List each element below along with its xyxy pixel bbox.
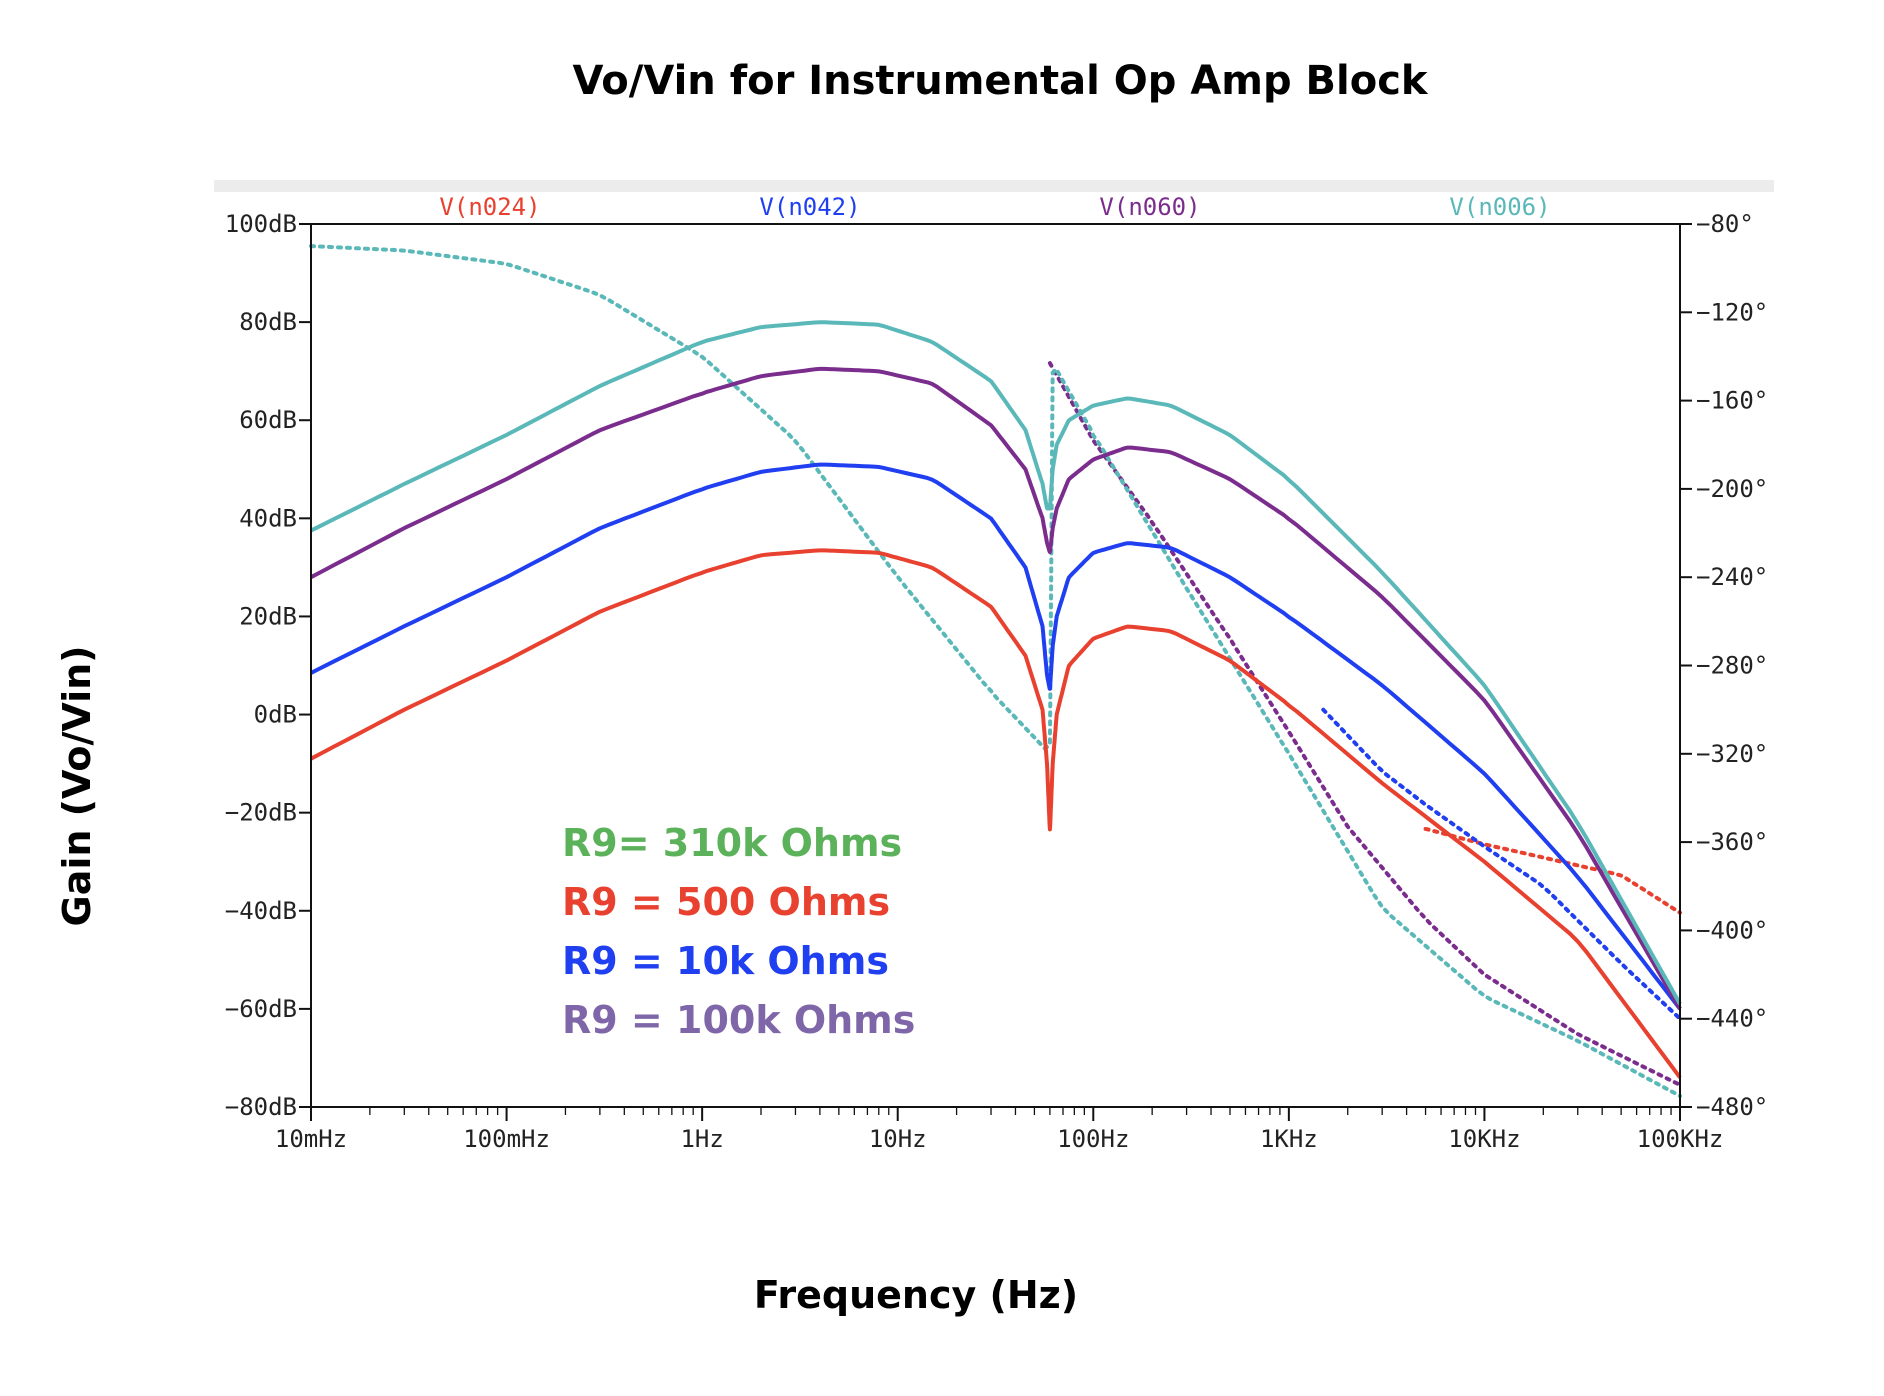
trace-label-vn006: V(n006)	[1449, 193, 1550, 221]
x-tick-label: 100mHz	[463, 1125, 550, 1153]
y-tick-label: 40dB	[239, 504, 297, 532]
x-tick-label: 100KHz	[1637, 1125, 1724, 1153]
magnitude-trace-vn042	[310, 462, 1682, 1011]
phase-traces	[309, 244, 1682, 1098]
y2-tick-label: −120°	[1696, 298, 1768, 326]
y2-tick-label: −280°	[1696, 652, 1768, 680]
y2-tick-label: −360°	[1696, 828, 1768, 856]
y-tick-label: −40dB	[225, 897, 297, 925]
phase-trace-vn024	[1423, 826, 1682, 915]
y2-tick-label: −240°	[1696, 563, 1768, 591]
tick-marks	[299, 223, 1692, 1121]
x-tick-label: 1Hz	[680, 1125, 723, 1153]
y2-tick-label: −400°	[1696, 916, 1768, 944]
annotation-legend: R9= 310k Ohms R9 = 500 Ohms R9 = 10k Ohm…	[562, 821, 915, 1042]
magnitude-trace-vn006	[310, 320, 1682, 1005]
y-tick-label: −80dB	[225, 1093, 297, 1121]
phase-trace-vn042	[1321, 707, 1682, 1021]
annotation-r9-500: R9 = 500 Ohms	[562, 880, 890, 924]
phase-trace-vn006	[309, 244, 1682, 1098]
y-tick-label: −60dB	[225, 995, 297, 1023]
y2-tick-label: −200°	[1696, 475, 1768, 503]
trace-label-vn024: V(n024)	[439, 193, 540, 221]
x-tick-label: 10mHz	[275, 1125, 347, 1153]
y-tick-label: 100dB	[225, 210, 297, 238]
y-tick-label: 60dB	[239, 406, 297, 434]
x-tick-label: 10KHz	[1448, 1125, 1520, 1153]
x-tick-label: 100Hz	[1057, 1125, 1129, 1153]
trace-label-vn042: V(n042)	[759, 193, 860, 221]
x-axis-title: Frequency (Hz)	[754, 1273, 1078, 1317]
y-tick-label: 80dB	[239, 308, 297, 336]
magnitude-traces	[310, 320, 1682, 1079]
magnitude-trace-vn060	[310, 366, 1682, 1010]
x-tick-label: 10Hz	[869, 1125, 927, 1153]
trace-labels: V(n024) V(n042) V(n060) V(n006)	[439, 193, 1550, 221]
trace-label-vn060: V(n060)	[1099, 193, 1200, 221]
y2-tick-label: −480°	[1696, 1093, 1768, 1121]
annotation-r9-310k: R9= 310k Ohms	[562, 821, 902, 865]
y-tick-label: 20dB	[239, 602, 297, 630]
magnitude-trace-vn024	[310, 548, 1682, 1079]
y2-tick-label: −160°	[1696, 387, 1768, 415]
phase-trace-vn060	[1047, 361, 1682, 1087]
y-axis-title: Gain (Vo/Vin)	[55, 645, 99, 926]
y2-tick-label: −80°	[1696, 210, 1754, 238]
y2-tick-label: −320°	[1696, 740, 1768, 768]
annotation-r9-10k: R9 = 10k Ohms	[562, 939, 889, 983]
x-tick-label: 1KHz	[1260, 1125, 1318, 1153]
annotation-r9-100k: R9 = 100k Ohms	[562, 998, 915, 1042]
axis-labels: 100dB 80dB 60dB 40dB 20dB 0dB −20dB −40dB −60dB −…	[225, 210, 1769, 1153]
plot-frame	[310, 223, 1681, 1108]
toolbar-strip	[214, 180, 1774, 192]
chart-title: Vo/Vin for Instrumental Op Amp Block	[572, 58, 1428, 104]
y2-tick-label: −440°	[1696, 1005, 1768, 1033]
y-tick-label: −20dB	[225, 799, 297, 827]
y-tick-label: 0dB	[254, 701, 297, 729]
